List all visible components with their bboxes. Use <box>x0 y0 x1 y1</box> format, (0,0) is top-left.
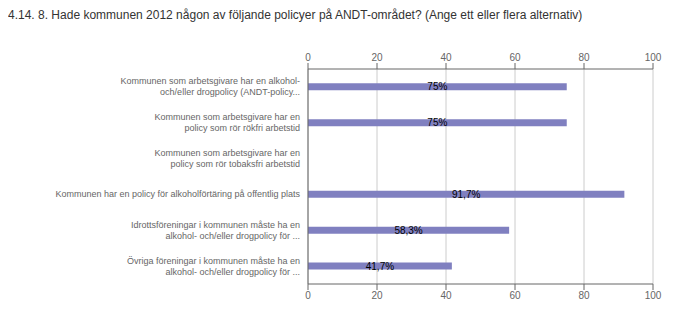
svg-text:91,7%: 91,7% <box>452 189 480 200</box>
svg-text:20: 20 <box>371 52 383 63</box>
svg-text:80: 80 <box>578 52 590 63</box>
svg-text:Kommunen har en policy för alk: Kommunen har en policy för alkoholförtär… <box>56 189 301 199</box>
svg-text:Kommunen som arbetsgivare har: Kommunen som arbetsgivare har enpolicy s… <box>154 112 300 133</box>
svg-text:80: 80 <box>578 290 590 301</box>
svg-text:41,7%: 41,7% <box>366 261 394 272</box>
svg-text:40: 40 <box>440 52 452 63</box>
svg-text:100: 100 <box>645 52 662 63</box>
svg-text:Kommunen som arbetsgivare har: Kommunen som arbetsgivare har en alkohol… <box>120 76 300 97</box>
svg-text:40: 40 <box>440 290 452 301</box>
svg-text:Idrottsföreningar i kommunen m: Idrottsföreningar i kommunen måste ha en… <box>131 220 300 241</box>
html-text:4.14. 8. Hade kommunen 2012 nå: 4.14. 8. Hade kommunen 2012 någon av föl… <box>8 8 583 22</box>
svg-text:75%: 75% <box>427 81 447 92</box>
svg-text:100: 100 <box>645 290 662 301</box>
svg-text:0: 0 <box>305 52 311 63</box>
svg-text:75%: 75% <box>427 117 447 128</box>
svg-text:Övriga föreningar i kommunen m: Övriga föreningar i kommunen måste ha en… <box>127 256 300 277</box>
svg-text:0: 0 <box>305 290 311 301</box>
svg-text:20: 20 <box>371 290 383 301</box>
svg-text:Kommunen som arbetsgivare har: Kommunen som arbetsgivare har enpolicy s… <box>154 148 300 169</box>
svg-text:58,3%: 58,3% <box>394 225 422 236</box>
svg-text:60: 60 <box>509 290 521 301</box>
svg-text:60: 60 <box>509 52 521 63</box>
